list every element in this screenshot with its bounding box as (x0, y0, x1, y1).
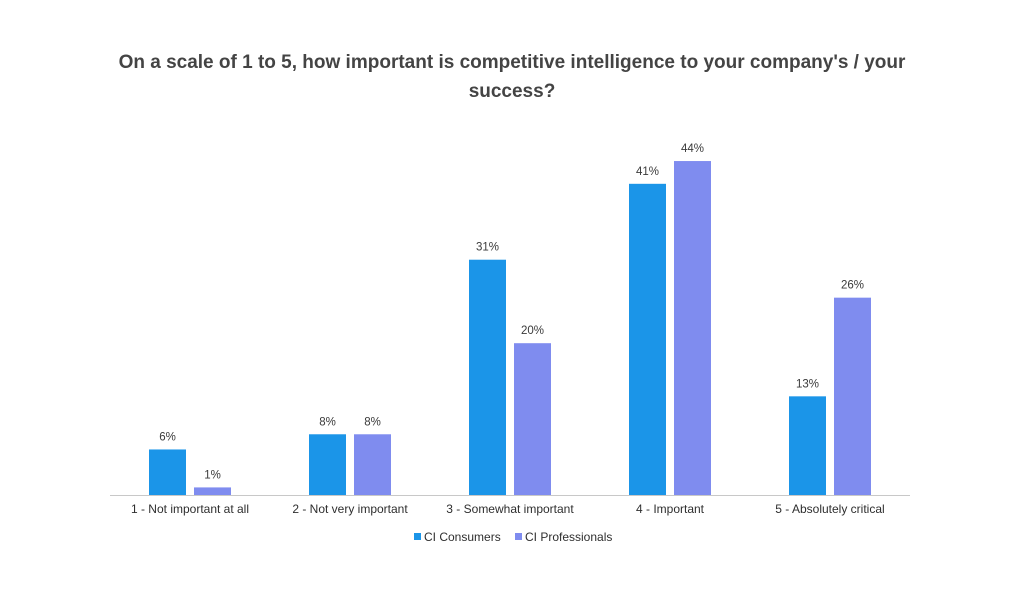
data-label: 8% (364, 416, 381, 428)
legend-label: CI Professionals (525, 530, 612, 544)
bar-ci-professionals-2 (354, 434, 391, 495)
data-label: 26% (841, 280, 864, 292)
bar-ci-consumers-1 (149, 449, 186, 495)
bar-ci-professionals-4 (674, 161, 711, 496)
data-label: 1% (204, 469, 221, 481)
data-label: 6% (159, 431, 176, 443)
x-tick-label: 4 - Important (636, 502, 705, 516)
x-tick-label: 2 - Not very important (292, 502, 408, 516)
bar-ci-professionals-1 (194, 487, 231, 495)
x-tick-label: 3 - Somewhat important (446, 502, 574, 516)
bar-ci-professionals-5 (834, 297, 871, 495)
bar-ci-consumers-2 (309, 434, 346, 495)
data-label: 13% (796, 378, 819, 390)
legend-swatch (414, 533, 421, 540)
data-label: 44% (681, 143, 704, 155)
data-label: 20% (521, 325, 544, 337)
bar-ci-consumers-5 (789, 396, 826, 495)
bar-ci-consumers-3 (469, 259, 506, 495)
legend-label: CI Consumers (424, 530, 501, 544)
legend-swatch (515, 533, 522, 540)
data-label: 41% (636, 166, 659, 178)
data-label: 31% (476, 242, 499, 254)
chart-title: On a scale of 1 to 5, how important is c… (118, 52, 906, 102)
bar-ci-consumers-4 (629, 183, 666, 495)
data-label: 8% (319, 416, 336, 428)
bar-ci-professionals-3 (514, 343, 551, 495)
x-tick-label: 5 - Absolutely critical (775, 502, 884, 516)
x-tick-label: 1 - Not important at all (131, 502, 249, 516)
